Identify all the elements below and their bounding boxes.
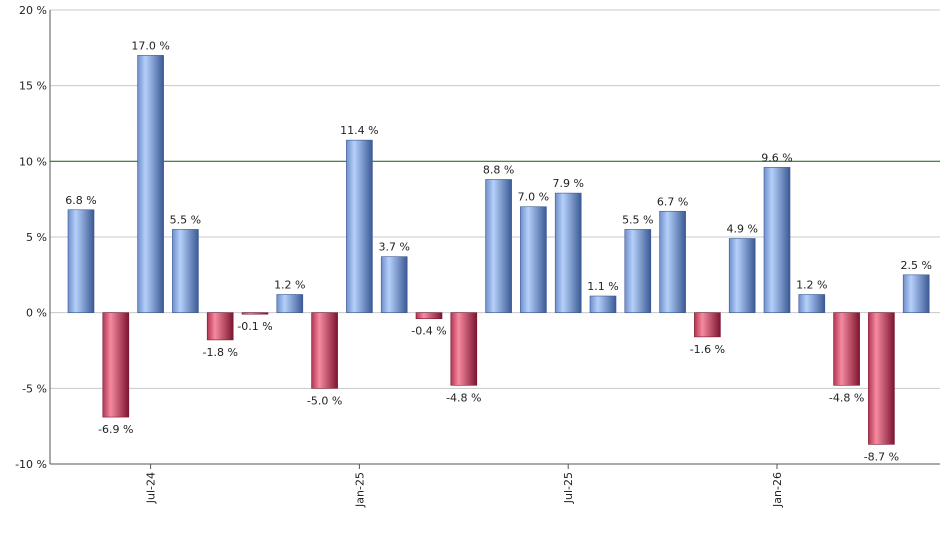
bar — [380, 256, 408, 313]
data-label: -1.8 % — [202, 346, 237, 359]
bar — [520, 206, 547, 313]
bar — [102, 312, 130, 418]
bar — [346, 139, 373, 313]
data-label: 1.1 % — [587, 280, 618, 293]
data-label: 4.9 % — [726, 223, 757, 236]
bar — [172, 229, 199, 313]
y-tick-label: 0 % — [26, 307, 47, 320]
data-label: -4.8 % — [446, 391, 481, 404]
data-label: -0.1 % — [237, 320, 272, 333]
data-label: 17.0 % — [131, 39, 169, 52]
bars — [67, 55, 930, 445]
data-label: 11.4 % — [340, 124, 378, 137]
data-label: 7.0 % — [518, 191, 549, 204]
bar — [67, 209, 95, 313]
y-tick-label: 20 % — [19, 4, 47, 17]
data-label: -1.6 % — [690, 343, 725, 356]
y-tick-label: -10 % — [15, 458, 47, 471]
bar — [241, 312, 269, 315]
bar — [450, 312, 478, 386]
data-label: 6.8 % — [65, 194, 96, 207]
bar — [589, 295, 617, 313]
data-label: 7.9 % — [552, 177, 583, 190]
data-label: 6.7 % — [657, 195, 688, 208]
data-label: 9.6 % — [761, 151, 792, 164]
bar — [728, 238, 756, 313]
x-tick-label: Jul-24 — [145, 472, 158, 504]
bar — [311, 312, 338, 389]
data-label: -8.7 % — [864, 450, 899, 463]
data-label: 3.7 % — [378, 241, 409, 254]
data-label: -4.8 % — [829, 391, 864, 404]
bar — [868, 312, 895, 445]
y-tick-label: 10 % — [19, 155, 47, 168]
y-tick-label: -5 % — [22, 382, 47, 395]
bar — [554, 192, 582, 313]
data-label: 8.8 % — [483, 163, 514, 176]
bar — [798, 294, 826, 313]
bar — [763, 167, 791, 313]
y-tick-label: 15 % — [19, 80, 47, 93]
bar — [415, 312, 443, 320]
data-label: -5.0 % — [307, 394, 342, 407]
x-tick-label: Jan-25 — [353, 472, 366, 508]
data-label: 5.5 % — [170, 213, 201, 226]
data-label: 2.5 % — [900, 259, 931, 272]
data-label: 5.5 % — [622, 213, 653, 226]
data-label: 1.2 % — [796, 279, 827, 292]
bar — [833, 312, 860, 386]
bar — [485, 179, 512, 313]
x-tick-label: Jan-26 — [771, 472, 784, 508]
bar — [694, 312, 721, 338]
bar — [902, 274, 930, 313]
bar — [206, 312, 234, 341]
bar — [624, 229, 652, 313]
y-tick-label: 5 % — [26, 231, 47, 244]
bar — [659, 210, 686, 313]
data-label: -6.9 % — [98, 423, 133, 436]
axes: -10 % -5 % 0 % 5 % 10 % 15 % 20 % Jul-24 Jan-25 J… — [15, 4, 940, 508]
data-labels: 6.8 % -6.9 % 17.0 % 5.5 % -1.8 %-0.1 % 1.2 % -… — [65, 39, 932, 463]
data-label: -0.4 % — [411, 325, 446, 338]
bar — [276, 294, 304, 313]
data-label: 1.2 % — [274, 279, 305, 292]
x-tick-label: Jul-25 — [562, 472, 575, 504]
bar — [137, 55, 164, 313]
